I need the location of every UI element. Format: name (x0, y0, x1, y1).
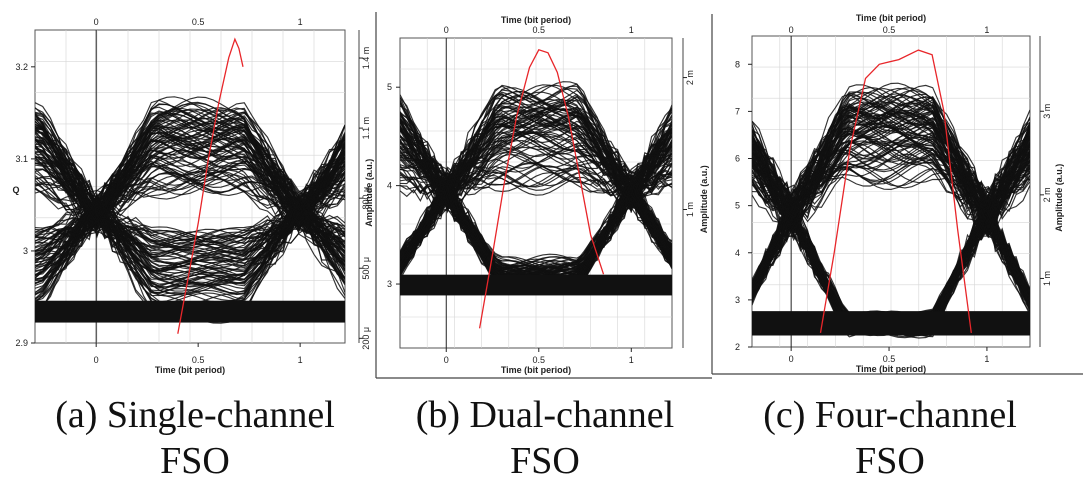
x-tick-label-top: 0 (444, 25, 449, 35)
eye-traces (35, 96, 345, 324)
y-right-tick-label: 800 μ (361, 187, 371, 210)
eye-panel-3: 0 0 0.5 0.5 1 1 Time (bit period) Time (bit per… (711, 13, 1083, 375)
eye-trace (35, 117, 345, 213)
eye-trace (752, 130, 1030, 206)
eye-trace (752, 110, 1030, 226)
eye-trace (752, 102, 1030, 209)
caption-a-line-2: FSO (160, 440, 230, 482)
x-tick-label-bottom: 0.5 (883, 354, 896, 364)
x-tick-label-top: 0 (789, 25, 794, 35)
eye-trace (400, 113, 672, 187)
eye-trace (752, 140, 1030, 231)
x-axis-title-bottom: Time (bit period) (501, 365, 571, 375)
x-axis-title-bottom: Time (bit period) (155, 365, 225, 375)
bottom-rail-band (35, 300, 345, 323)
y-right-tick-label: 2 m (685, 70, 695, 85)
eye-trace (752, 142, 1030, 218)
y-left-tick-label: 3 (387, 279, 392, 289)
eye-trace (35, 197, 345, 257)
x-tick-label-bottom: 1 (984, 354, 989, 364)
eye-traces (752, 82, 1030, 339)
q-factor-curve (177, 37, 244, 334)
y-right-tick-label: 1.4 m (361, 47, 371, 70)
eye-trace (400, 88, 672, 197)
y-right-tick-label: 2 m (1042, 187, 1052, 202)
y-left-tick-label: 8 (735, 59, 740, 69)
y-left-tick-label: 3 (735, 295, 740, 305)
caption-c-line-2: FSO (855, 440, 925, 482)
y-axis-title-left: Q (12, 185, 19, 195)
y-axis-title-right: Amplitude (a.u.) (1054, 164, 1064, 232)
y-right-tick-label: 500 μ (361, 257, 371, 280)
q-factor-curve (819, 49, 972, 334)
eye-trace (35, 162, 345, 234)
x-tick-label-bottom: 0 (94, 355, 99, 365)
caption-b-line-1: (b) Dual-channel (415, 394, 675, 436)
y-right-tick-label: 1 m (1042, 271, 1052, 286)
x-tick-label-bottom: 1 (629, 355, 634, 365)
y-left-tick-label: 3 (23, 246, 28, 256)
y-left-tick-label: 2.9 (15, 338, 28, 348)
caption-a-line-1: (a) Single-channel (55, 394, 335, 436)
x-tick-label-bottom: 1 (298, 355, 303, 365)
x-tick-label-top: 0.5 (533, 25, 546, 35)
caption-b-line-2: FSO (510, 440, 580, 482)
caption-a: (a) Single-channel FSO (25, 392, 365, 484)
eye-trace (35, 149, 345, 219)
eye-panel-1: 0 0 0.5 0.5 1 1 Time (bit period) 3.2 3.1 3 2.9 Q 1.… (12, 17, 374, 375)
x-tick-label-top: 0.5 (883, 25, 896, 35)
y-right-tick-label: 1.1 m (361, 117, 371, 140)
y-left-tick-label: 4 (735, 248, 740, 258)
eye-traces (400, 81, 672, 296)
eye-trace (35, 173, 345, 229)
eye-trace (35, 109, 345, 212)
y-axis-title-right: Amplitude (a.u.) (364, 159, 374, 227)
x-axis-title-top: Time (bit period) (501, 15, 571, 25)
caption-b: (b) Dual-channel FSO (375, 392, 715, 484)
y-left-tick-label: 5 (735, 201, 740, 211)
y-left-tick-label: 6 (735, 154, 740, 164)
y-axis-title-right: Amplitude (a.u.) (699, 165, 709, 233)
x-tick-label-bottom: 0 (444, 355, 449, 365)
eye-trace (752, 112, 1030, 211)
q-factor-curve (478, 49, 605, 329)
y-left-tick-label: 7 (735, 106, 740, 116)
x-tick-label-top: 0 (94, 17, 99, 27)
bottom-rail-band (400, 274, 672, 296)
x-axis-title-bottom: Time (bit period) (856, 364, 926, 374)
y-right-tick-label: 1 m (685, 202, 695, 217)
x-tick-label-top: 0.5 (192, 17, 205, 27)
x-tick-label-bottom: 0 (789, 354, 794, 364)
x-tick-label-bottom: 0.5 (192, 355, 205, 365)
bottom-rail-band (752, 311, 1030, 336)
y-left-tick-label: 2 (735, 342, 740, 352)
y-left-tick-label: 4 (387, 181, 392, 191)
caption-c: (c) Four-channel FSO (720, 392, 1060, 484)
y-left-tick-label: 3.1 (15, 154, 28, 164)
x-tick-label-bottom: 0.5 (533, 355, 546, 365)
x-tick-label-top: 1 (984, 25, 989, 35)
x-axis-title-top: Time (bit period) (856, 13, 926, 23)
y-left-tick-label: 5 (387, 82, 392, 92)
y-right-tick-label: 3 m (1042, 104, 1052, 119)
eye-panel-2: 0 0 0.5 0.5 1 1 Time (bit period) Time (bit per… (375, 12, 712, 379)
y-right-tick-label: 200 μ (361, 327, 371, 350)
x-tick-label-top: 1 (298, 17, 303, 27)
y-left-tick-label: 3.2 (15, 62, 28, 72)
x-tick-label-top: 1 (629, 25, 634, 35)
eye-trace (752, 136, 1030, 230)
caption-c-line-1: (c) Four-channel (763, 394, 1017, 436)
eye-trace (400, 184, 672, 275)
